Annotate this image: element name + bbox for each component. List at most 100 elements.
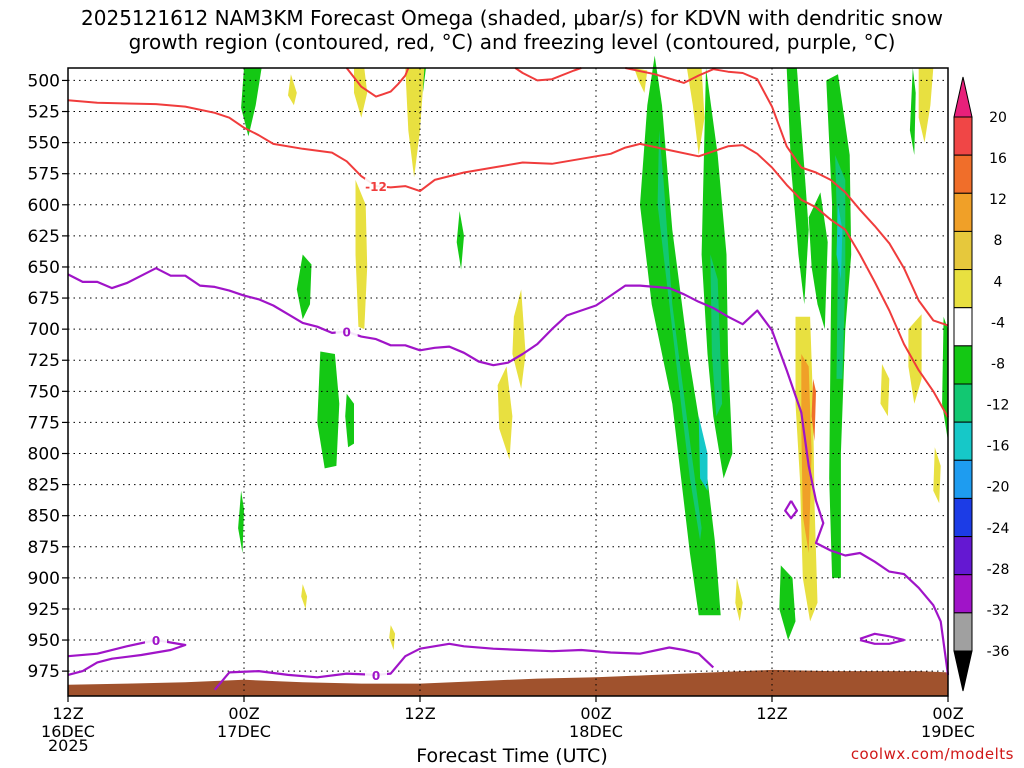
omega-region xyxy=(786,68,809,305)
omega-region xyxy=(301,584,308,609)
omega-region xyxy=(657,130,702,541)
colorbar-segment xyxy=(953,116,973,156)
colorbar-segment xyxy=(953,574,973,614)
pressure-tick-label: 800 xyxy=(28,445,60,465)
chart-title-line-2: growth region (contoured, red, °C) and f… xyxy=(128,30,896,54)
pressure-tick-label: 975 xyxy=(28,662,60,682)
time-date-label: 19DEC xyxy=(921,722,975,741)
freezing-contour-line xyxy=(859,632,906,645)
dgz-contour-line xyxy=(514,67,582,82)
pressure-tick-label: 500 xyxy=(28,71,60,91)
colorbar-top-arrow xyxy=(953,76,973,118)
freezing-level-contours: 0 0 0 xyxy=(67,267,950,691)
time-tick-label: 12Z xyxy=(404,704,435,723)
omega-region xyxy=(933,447,941,504)
chart-title-line-1: 2025121612 NAM3KM Forecast Omega (shaded… xyxy=(81,6,943,30)
colorbar-segment xyxy=(953,536,973,576)
colorbar-segment xyxy=(953,421,973,461)
freezing-contour-label-bg xyxy=(145,632,167,648)
time-date-label: 17DEC xyxy=(217,722,271,741)
freezing-contour-label: 0 xyxy=(372,669,380,683)
omega-region xyxy=(512,289,526,389)
pressure-tick-label: 900 xyxy=(28,569,60,589)
omega-region xyxy=(497,366,513,460)
colorbar-bottom-arrow xyxy=(953,650,973,692)
freezing-contour-line xyxy=(213,642,715,691)
time-date-label: 16DEC xyxy=(41,722,95,741)
omega-region xyxy=(288,74,297,106)
colorbar-label: -4 xyxy=(991,315,1005,331)
colorbar-segment xyxy=(953,307,973,347)
colorbar-label: -24 xyxy=(987,521,1010,537)
pressure-axis: 500 525 550 575 600 625 650 675 700 725 750 775 800 8… xyxy=(28,71,68,682)
time-date-label: 18DEC xyxy=(569,722,623,741)
time-tick-label: 12Z xyxy=(756,704,787,723)
colorbar-segment xyxy=(953,612,973,652)
time-tick-label: 00Z xyxy=(580,704,611,723)
start-year-label: 2025 xyxy=(48,736,89,755)
colorbar-label: -8 xyxy=(991,356,1005,372)
pressure-tick-label: 925 xyxy=(28,600,60,620)
omega-region xyxy=(735,577,743,622)
colorbar-label: -36 xyxy=(987,644,1010,660)
time-tick-label: 12Z xyxy=(52,704,83,723)
pressure-tick-label: 625 xyxy=(28,227,60,247)
pressure-tick-label: 600 xyxy=(28,196,60,216)
pressure-tick-label: 575 xyxy=(28,165,60,185)
colorbar-label: 16 xyxy=(989,151,1007,167)
omega-region xyxy=(918,68,934,143)
colorbar-label: -20 xyxy=(987,480,1010,496)
omega-region xyxy=(317,351,340,469)
colorbar-segment xyxy=(953,345,973,385)
dendritic-growth-contours: -12 xyxy=(67,67,949,418)
omega-region xyxy=(836,204,843,280)
freezing-contour-label-bg xyxy=(365,666,387,682)
omega-region xyxy=(241,68,262,137)
pressure-tick-label: 675 xyxy=(28,289,60,309)
time-tick-label: 00Z xyxy=(932,704,963,723)
dgz-contour-label-bg xyxy=(365,178,387,194)
omega-region xyxy=(908,314,922,404)
colorbar-label: 8 xyxy=(994,233,1003,249)
colorbar-label: -16 xyxy=(987,439,1010,455)
terrain-fill xyxy=(68,669,948,696)
x-axis-title: Forecast Time (UTC) xyxy=(416,745,608,767)
time-tick-label: 00Z xyxy=(228,704,259,723)
omega-region xyxy=(405,68,425,178)
colorbar-label: 20 xyxy=(989,110,1007,126)
omega-region xyxy=(880,364,890,417)
colorbar-label: -32 xyxy=(987,603,1010,619)
omega-region xyxy=(456,211,464,270)
freezing-contour-line xyxy=(67,638,187,676)
omega-region xyxy=(389,625,396,650)
colorbar-segment xyxy=(953,230,973,271)
omega-region xyxy=(698,416,708,491)
dgz-contour-label: -12 xyxy=(365,180,387,194)
dgz-contour-line xyxy=(67,99,949,418)
colorbar-label: -28 xyxy=(987,562,1010,578)
pressure-tick-label: 875 xyxy=(28,538,60,558)
dgz-contour-line xyxy=(625,67,949,327)
freezing-contour-line xyxy=(67,267,950,676)
omega-shading xyxy=(238,55,948,650)
pressure-tick-label: 775 xyxy=(28,413,60,433)
freezing-contour-label-bg xyxy=(335,323,358,339)
pressure-tick-label: 850 xyxy=(28,507,60,527)
pressure-tick-label: 750 xyxy=(28,382,60,402)
pressure-tick-label: 950 xyxy=(28,631,60,651)
omega-region xyxy=(296,254,312,320)
colorbar: 20 16 12 8 4 -4 -8 -12 -16 -20 -24 -28 -32 -36 xyxy=(953,76,1010,692)
omega-region xyxy=(909,68,916,155)
omega-region xyxy=(710,254,723,417)
colorbar-segment xyxy=(953,497,973,538)
omega-region xyxy=(808,192,828,330)
omega-region xyxy=(701,68,733,479)
colorbar-segment xyxy=(953,192,973,232)
omega-region xyxy=(355,179,368,330)
dgz-contour-line xyxy=(345,67,410,98)
pressure-tick-label: 525 xyxy=(28,103,60,123)
pressure-tick-label: 825 xyxy=(28,476,60,496)
colorbar-label: 4 xyxy=(994,274,1003,290)
colorbar-label: 12 xyxy=(989,192,1007,208)
